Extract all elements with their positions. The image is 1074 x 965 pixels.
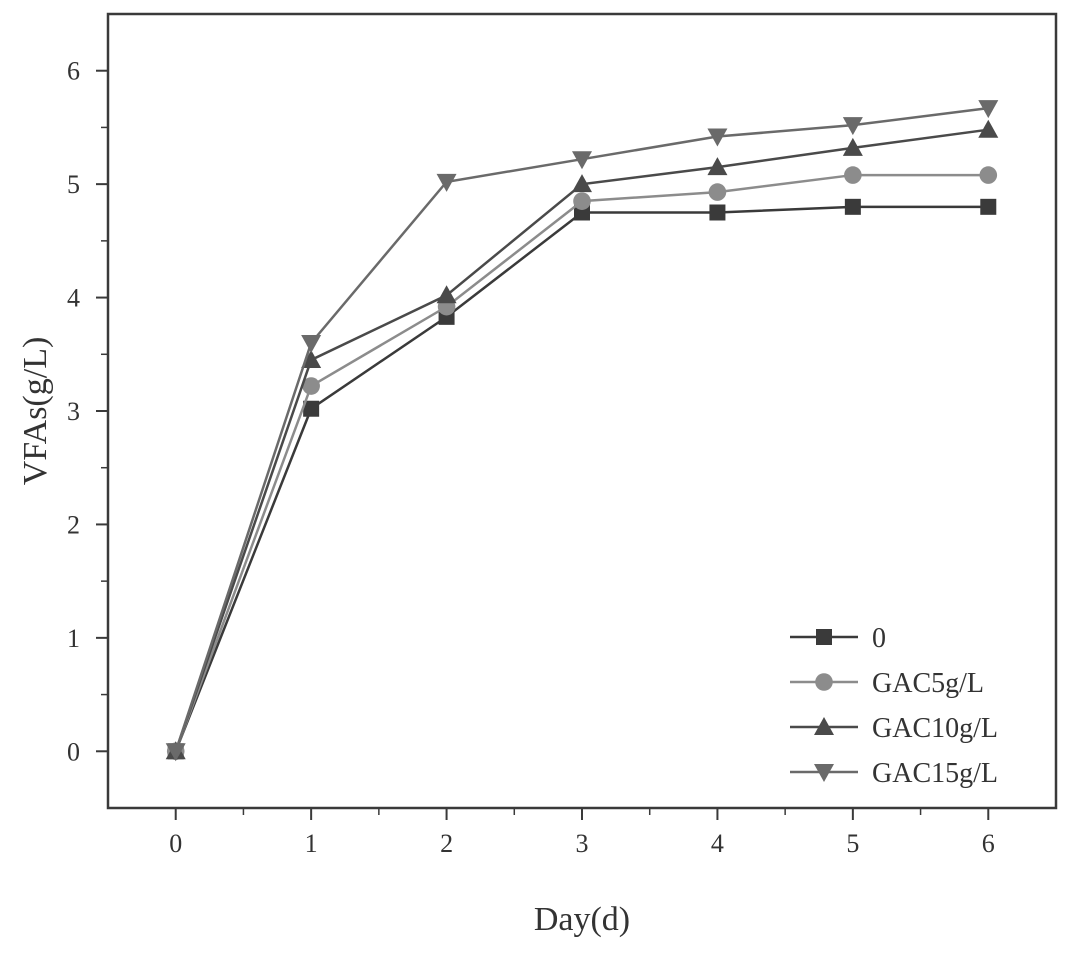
data-point xyxy=(709,204,726,221)
data-point xyxy=(707,157,728,176)
legend-item: GAC5g/L xyxy=(790,668,984,699)
series-line xyxy=(174,205,989,752)
legend-marker xyxy=(814,717,834,735)
data-point xyxy=(302,377,320,395)
data-point xyxy=(842,137,863,156)
data-point xyxy=(844,198,861,215)
y-tick-label: 4 xyxy=(67,284,80,313)
x-tick-label: 4 xyxy=(711,829,724,858)
data-point xyxy=(980,198,997,215)
x-tick-label: 1 xyxy=(305,829,318,858)
data-point xyxy=(978,100,999,119)
series-line xyxy=(174,173,989,752)
data-point xyxy=(165,743,186,762)
data-point xyxy=(844,166,862,184)
axis-ticks: 0 1 2 3 4 5 6 0 1 2 3 4 5 6 xyxy=(67,57,995,858)
series-layer xyxy=(165,100,999,762)
data-point xyxy=(301,349,322,368)
x-tick-label: 0 xyxy=(169,829,182,858)
data-point xyxy=(436,173,457,192)
legend-item: GAC15g/L xyxy=(790,758,998,789)
series-4 xyxy=(165,100,999,762)
x-tick-label: 6 xyxy=(982,829,995,858)
legend-marker xyxy=(815,673,833,691)
data-point xyxy=(707,128,728,147)
data-point xyxy=(573,192,591,210)
y-tick-label: 5 xyxy=(67,170,80,199)
x-axis-title: Day(d) xyxy=(534,901,630,938)
data-point xyxy=(842,117,863,136)
y-tick-label: 1 xyxy=(67,624,80,653)
legend: 0 GAC5g/L GAC10g/L GAC15g/L xyxy=(790,623,998,789)
legend-label: 0 xyxy=(872,623,886,654)
data-point xyxy=(301,334,322,353)
series-1 xyxy=(167,198,997,760)
legend-marker xyxy=(816,629,832,645)
data-point xyxy=(303,400,320,417)
data-point xyxy=(979,166,998,184)
legend-item: GAC10g/L xyxy=(790,713,998,744)
data-point xyxy=(708,183,727,201)
data-point xyxy=(572,151,592,170)
legend-label: GAC15g/L xyxy=(872,758,998,789)
legend-item: 0 xyxy=(790,623,886,654)
y-tick-label: 6 xyxy=(67,57,80,86)
y-tick-label: 2 xyxy=(67,510,80,539)
legend-marker xyxy=(814,764,834,782)
y-tick-label: 3 xyxy=(67,397,80,426)
legend-label: GAC5g/L xyxy=(872,668,984,699)
legend-label: GAC10g/L xyxy=(872,713,998,744)
x-tick-label: 3 xyxy=(576,829,589,858)
y-tick-label: 0 xyxy=(67,737,80,766)
x-tick-label: 5 xyxy=(846,829,859,858)
y-axis-title: VFAs(g/L) xyxy=(17,337,54,486)
data-point xyxy=(436,285,457,304)
data-point xyxy=(572,174,592,193)
x-tick-label: 2 xyxy=(440,829,453,858)
data-point xyxy=(978,119,999,138)
